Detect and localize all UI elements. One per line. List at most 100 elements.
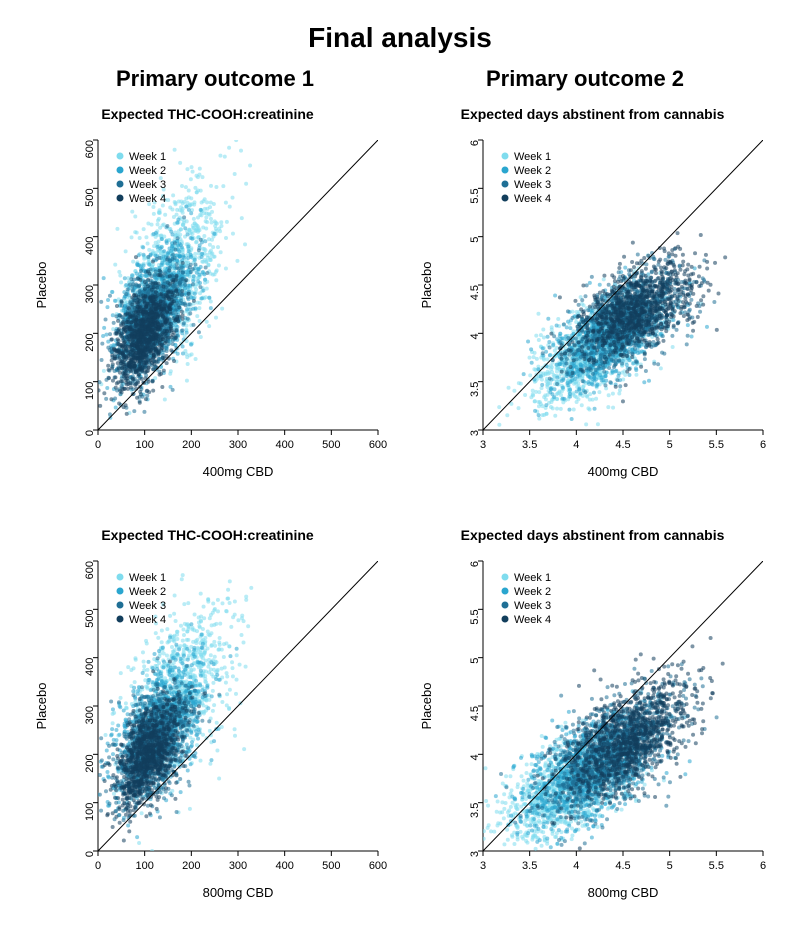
legend-swatch-icon: [116, 615, 123, 622]
x-tick-label: 200: [182, 860, 200, 872]
legend-swatch-icon: [501, 573, 508, 580]
legend-swatch-icon: [116, 573, 123, 580]
y-tick-label: 6: [468, 561, 480, 567]
panel-2: Expected days abstinent from cannabis 3 3…: [405, 104, 780, 507]
y-tick-label: 4: [468, 333, 480, 339]
legend-label: Week 2: [129, 165, 166, 177]
y-tick-label: 4.5: [468, 706, 480, 721]
x-tick-label: 3: [479, 439, 485, 451]
y-tick-label: 6: [468, 140, 480, 146]
y-tick-label: 3.5: [468, 382, 480, 397]
y-tick-label: 600: [83, 561, 95, 579]
legend-label: Week 1: [129, 151, 166, 163]
y-axis-label: Placebo: [419, 682, 434, 729]
x-tick-label: 3.5: [522, 860, 537, 872]
panel-4-plot: 3 3.5 4 4.5 5 5.5 6 3 3.5 4 4.5 5 5.5 6 800mg CBD Place…: [405, 547, 780, 907]
x-tick-label: 3: [479, 860, 485, 872]
x-tick-label: 5.5: [708, 860, 723, 872]
x-tick-label: 6: [759, 439, 765, 451]
legend-label: Week 3: [514, 600, 551, 612]
x-tick-label: 6: [759, 860, 765, 872]
y-tick-label: 0: [83, 851, 95, 857]
y-tick-label: 3: [468, 851, 480, 857]
main-title: Final analysis: [20, 22, 780, 54]
x-tick-label: 200: [182, 439, 200, 451]
legend-swatch-icon: [116, 601, 123, 608]
y-tick-label: 500: [83, 609, 95, 627]
legend-label: Week 2: [514, 165, 551, 177]
x-tick-label: 500: [322, 860, 340, 872]
legend-label: Week 1: [129, 572, 166, 584]
x-tick-label: 4: [573, 439, 579, 451]
x-axis-label: 400mg CBD: [202, 464, 273, 479]
legend-label: Week 2: [514, 586, 551, 598]
x-tick-label: 300: [228, 439, 246, 451]
y-tick-label: 3: [468, 430, 480, 436]
legend-label: Week 4: [514, 193, 551, 205]
y-tick-label: 600: [83, 140, 95, 158]
legend-swatch-icon: [116, 195, 123, 202]
y-tick-label: 4: [468, 754, 480, 760]
legend-swatch-icon: [501, 615, 508, 622]
y-axis-label: Placebo: [34, 262, 49, 309]
y-tick-label: 200: [83, 754, 95, 772]
legend-swatch-icon: [501, 587, 508, 594]
legend: Week 1Week 2Week 3Week 4: [501, 572, 551, 626]
x-axis-label: 800mg CBD: [587, 885, 658, 900]
column-headers: Primary outcome 1 Primary outcome 2: [30, 64, 770, 100]
x-tick-label: 100: [135, 860, 153, 872]
legend: Week 1Week 2Week 3Week 4: [116, 151, 166, 205]
legend: Week 1Week 2Week 3Week 4: [116, 572, 166, 626]
legend-swatch-icon: [116, 167, 123, 174]
y-tick-label: 100: [83, 802, 95, 820]
y-tick-label: 400: [83, 657, 95, 675]
y-tick-label: 5: [468, 657, 480, 663]
x-tick-label: 300: [228, 860, 246, 872]
y-tick-label: 500: [83, 188, 95, 206]
x-tick-label: 5: [666, 860, 672, 872]
x-tick-label: 400: [275, 439, 293, 451]
legend: Week 1 Week 2 Week 3 Week 4: [501, 151, 551, 205]
y-tick-label: 300: [83, 285, 95, 303]
y-tick-label: 100: [83, 382, 95, 400]
panel-2-title: Expected days abstinent from cannabis: [461, 106, 725, 122]
legend-label: Week 3: [129, 179, 166, 191]
panel-3: Expected THC-COOH:creatinine 0 100 200 300 4…: [20, 525, 395, 928]
y-axis-label: Placebo: [34, 682, 49, 729]
legend-swatch-icon: [116, 153, 123, 160]
x-axis-label: 400mg CBD: [587, 464, 658, 479]
x-tick-label: 5.5: [708, 439, 723, 451]
y-tick-label: 5.5: [468, 188, 480, 203]
y-tick-label: 5.5: [468, 609, 480, 624]
x-tick-label: 0: [94, 860, 100, 872]
x-tick-label: 400: [275, 860, 293, 872]
panel-3-title: Expected THC-COOH:creatinine: [101, 527, 313, 543]
panel-4: Expected days abstinent from cannabis 33…: [405, 525, 780, 928]
panel-4-title: Expected days abstinent from cannabis: [461, 527, 725, 543]
x-tick-label: 600: [368, 860, 386, 872]
column-header-2: Primary outcome 2: [400, 64, 770, 100]
x-tick-label: 4.5: [615, 860, 630, 872]
x-tick-label: 0: [94, 439, 100, 451]
panel-2-plot: 33.544.555.5633.544.555.56400mg CBDPlace…: [405, 126, 780, 486]
column-header-1: Primary outcome 1: [30, 64, 400, 100]
legend-label: Week 3: [514, 179, 551, 191]
legend-swatch-icon: [501, 195, 508, 202]
panel-3-plot: 0100200300400500600010020030040050060080…: [20, 547, 395, 907]
y-tick-label: 300: [83, 706, 95, 724]
x-tick-label: 5: [666, 439, 672, 451]
y-tick-label: 5: [468, 237, 480, 243]
legend-label: Week 3: [129, 600, 166, 612]
legend-label: Week 1: [514, 151, 551, 163]
legend-label: Week 2: [129, 586, 166, 598]
x-tick-label: 3.5: [522, 439, 537, 451]
legend-label: Week 1: [514, 572, 551, 584]
y-tick-label: 3.5: [468, 802, 480, 817]
x-tick-label: 600: [368, 439, 386, 451]
panel-1-title: Expected THC-COOH:creatinine: [101, 106, 313, 122]
y-axis-label: Placebo: [419, 262, 434, 309]
x-tick-label: 4: [573, 860, 579, 872]
panel-grid: Expected THC-COOH:creatinine 01002003004…: [20, 104, 780, 927]
y-tick-label: 0: [83, 430, 95, 436]
panel-1: Expected THC-COOH:creatinine 0 100 200 300 4…: [20, 104, 395, 507]
